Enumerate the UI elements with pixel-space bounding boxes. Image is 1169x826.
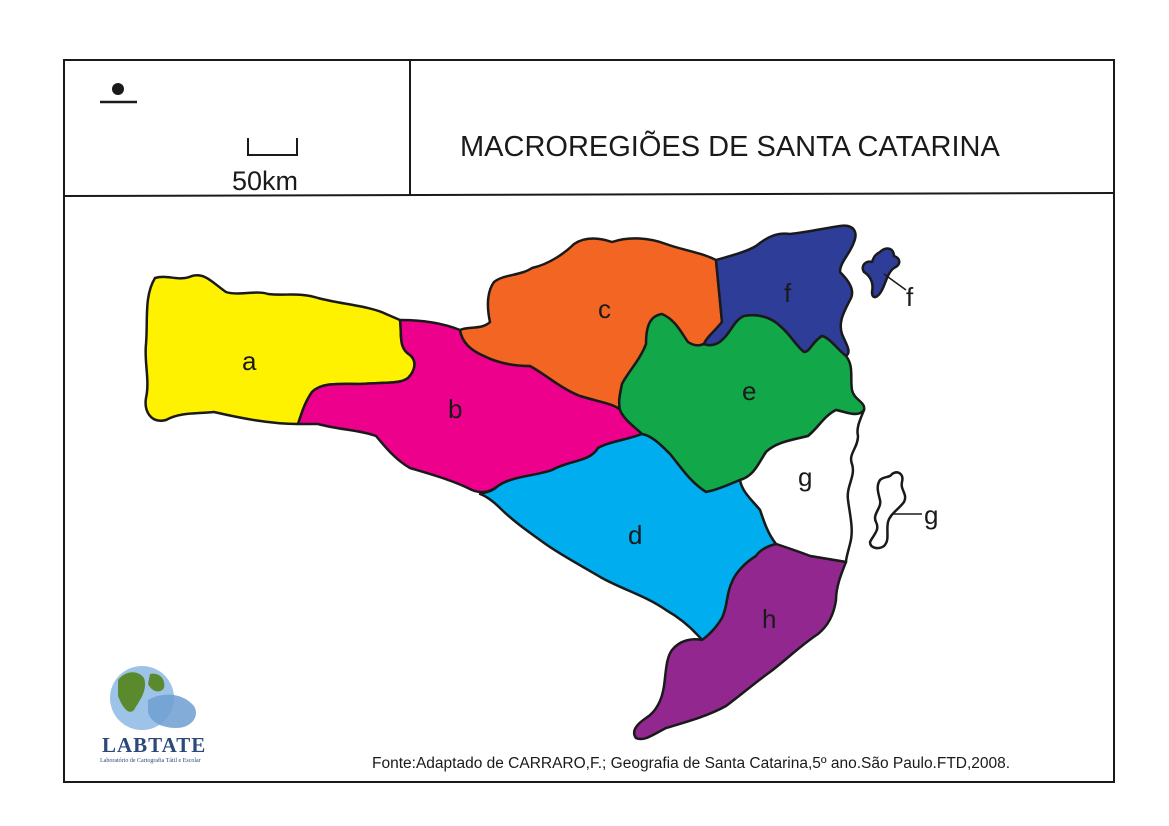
logo-subtitle: Laboratório de Cartografia Tátil e Escol… [100, 757, 201, 764]
scale-bar [247, 138, 298, 156]
island-label-f: f [906, 282, 914, 312]
labtate-logo: LABTATE Laboratório de Cartografia Tátil… [100, 666, 206, 764]
region-label-h: h [762, 604, 776, 634]
region-label-a: a [242, 346, 257, 376]
region-label-c: c [598, 294, 611, 324]
region-label-b: b [448, 394, 462, 424]
source-citation: Fonte:Adaptado de CARRARO,F.; Geografia … [372, 755, 1010, 772]
scale-label: 50km [232, 166, 298, 196]
north-symbol-icon [100, 83, 137, 104]
region-label-d: d [628, 520, 642, 550]
hand-icon [148, 694, 196, 728]
map-frame [63, 59, 1115, 783]
island-label-g: g [924, 500, 938, 530]
region-label-e: e [742, 376, 756, 406]
logo-name: LABTATE [102, 733, 206, 757]
globe-land-icon [118, 672, 146, 712]
map-title: MACROREGIÕES DE SANTA CATARINA [460, 129, 1000, 163]
island-g [868, 471, 907, 550]
region-h [632, 542, 848, 741]
region-label-g: g [798, 462, 812, 492]
region-label-f: f [784, 278, 792, 308]
island-f [861, 247, 901, 299]
header-divider [63, 192, 1115, 197]
island-f-leader [883, 273, 907, 291]
